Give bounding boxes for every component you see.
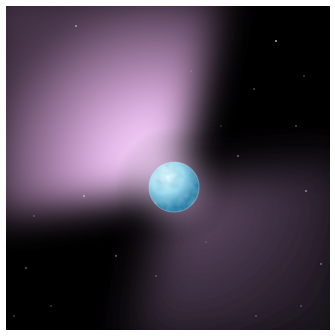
star — [255, 315, 257, 317]
star-rim — [148, 161, 200, 213]
star — [300, 305, 302, 307]
star — [25, 267, 27, 269]
star — [115, 255, 117, 257]
star — [305, 190, 307, 192]
star — [220, 125, 222, 127]
star — [83, 195, 85, 197]
starfield — [13, 25, 322, 317]
star — [13, 315, 15, 317]
star — [190, 70, 192, 72]
star — [295, 125, 297, 127]
star — [253, 88, 255, 90]
star — [237, 155, 239, 157]
neutron-star — [148, 161, 200, 213]
star — [50, 305, 52, 307]
star — [75, 25, 77, 27]
star — [275, 40, 277, 42]
star — [320, 263, 322, 265]
star — [303, 75, 305, 77]
star — [155, 275, 157, 277]
surface-texture — [149, 162, 199, 212]
space-scene — [6, 6, 330, 330]
star — [205, 241, 207, 243]
pulsar-illustration — [6, 6, 330, 330]
star — [33, 215, 35, 217]
